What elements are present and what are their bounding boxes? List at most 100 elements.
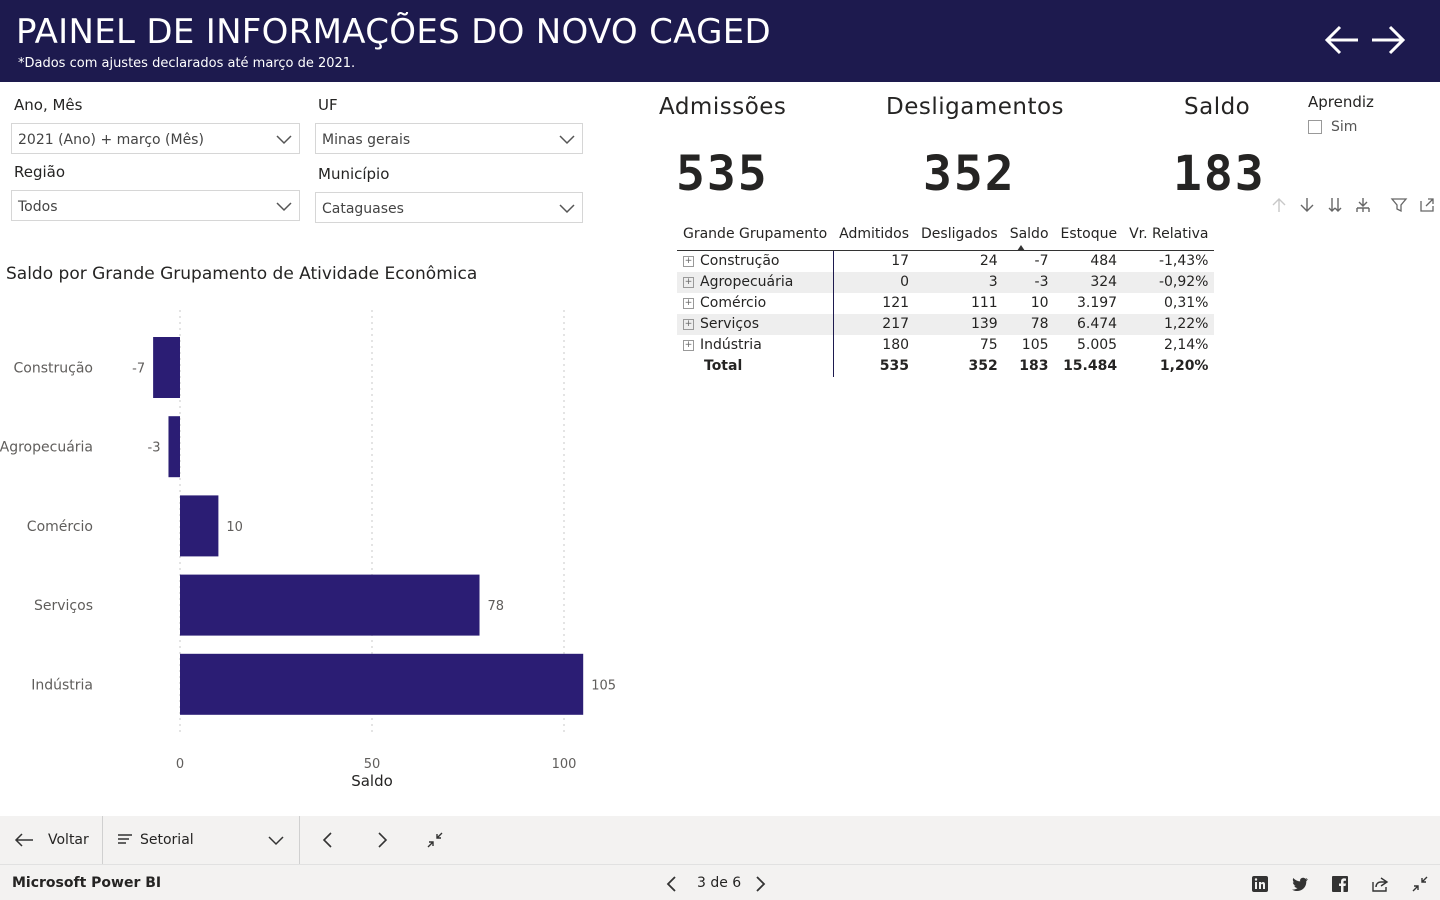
data-label: -3: [148, 441, 161, 456]
bar[interactable]: [180, 653, 584, 715]
municipio-dropdown[interactable]: Cataguases: [315, 192, 583, 223]
slicer-label-municipio: Município: [318, 165, 390, 183]
report-subtitle: *Dados com ajustes declarados até março …: [18, 56, 356, 71]
ano-mes-dropdown[interactable]: 2021 (Ano) + março (Mês): [11, 123, 300, 154]
back-button[interactable]: Voltar: [0, 816, 102, 864]
back-button-label: Voltar: [48, 832, 89, 848]
report-header: PAINEL DE INFORMAÇÕES DO NOVO CAGED *Dad…: [0, 0, 1440, 82]
kpi-value-admissoes: 535: [676, 146, 769, 202]
exit-fullscreen-icon[interactable]: [1410, 874, 1430, 894]
row-header[interactable]: + Serviços: [677, 313, 834, 335]
double-arrow-down-icon[interactable]: [1326, 196, 1344, 214]
expand-plus-icon[interactable]: +: [683, 339, 694, 351]
aprendiz-sim-label[interactable]: Sim: [1331, 119, 1358, 135]
kpi-label-desligamentos: Desligamentos: [886, 94, 1065, 120]
uf-dropdown[interactable]: Minas gerais: [315, 123, 583, 154]
regiao-dropdown[interactable]: Todos: [11, 190, 300, 221]
table-total-row: Total 535 352 183 15.484 1,20%: [677, 355, 1214, 377]
expand-hierarchy-icon[interactable]: [1354, 196, 1372, 214]
linkedin-icon[interactable]: [1250, 874, 1270, 894]
row-header[interactable]: + Agropecuária: [677, 271, 834, 293]
row-label: Indústria: [700, 337, 762, 353]
page-selector-dropdown[interactable]: Setorial: [103, 816, 299, 864]
bar[interactable]: [168, 416, 180, 478]
cell: 183: [1019, 358, 1049, 374]
bar[interactable]: [153, 337, 180, 398]
cell: 535: [879, 358, 910, 374]
row-header[interactable]: + Construção: [677, 250, 834, 272]
cell: 24: [979, 253, 998, 270]
col-header-vr-relativa[interactable]: Vr. Relativa: [1123, 222, 1215, 251]
arrow-right-icon[interactable]: [1368, 22, 1408, 58]
sort-ascending-icon: [1017, 245, 1026, 251]
slicer-label-ano-mes: Ano, Mês: [14, 96, 83, 114]
cell: 0,31%: [1163, 295, 1209, 311]
cell: 105: [1021, 337, 1049, 353]
bar[interactable]: [180, 574, 480, 636]
list-icon: [118, 834, 132, 844]
cell: 484: [1090, 253, 1118, 270]
focus-mode-icon[interactable]: [1418, 196, 1436, 214]
bar[interactable]: [180, 495, 219, 557]
powerbi-footer: Microsoft Power BI 3 de 6: [0, 864, 1440, 900]
category-label: Serviços: [34, 598, 93, 614]
cell: 1,20%: [1159, 358, 1209, 374]
expand-plus-icon[interactable]: +: [683, 276, 694, 288]
twitter-icon[interactable]: [1290, 874, 1310, 894]
page-indicator: 3 de 6: [697, 875, 742, 891]
expand-plus-icon[interactable]: +: [683, 318, 694, 330]
cell: 17: [891, 253, 910, 270]
filter-icon[interactable]: [1390, 196, 1408, 214]
chevron-left-icon[interactable]: [318, 830, 338, 850]
municipio-value: Cataguases: [322, 201, 404, 217]
chevron-down-icon: [268, 836, 284, 846]
expand-plus-icon[interactable]: +: [683, 297, 694, 309]
chevron-down-icon: [276, 135, 292, 145]
slicer-label-uf: UF: [318, 96, 338, 114]
category-label: Construção: [14, 361, 93, 377]
col-header-saldo[interactable]: Saldo: [1003, 222, 1055, 251]
chart-title: Saldo por Grande Grupamento de Atividade…: [6, 264, 478, 284]
cell: 5.005: [1077, 337, 1118, 353]
arrow-left-icon: [14, 833, 33, 847]
col-header-admitidos[interactable]: Admitidos: [833, 222, 916, 251]
collapse-icon[interactable]: [425, 830, 445, 850]
cell: 6.474: [1054, 313, 1124, 335]
uf-value: Minas gerais: [322, 132, 411, 148]
arrow-up-icon[interactable]: [1270, 196, 1288, 214]
facebook-icon[interactable]: [1330, 874, 1350, 894]
kpi-value-saldo: 183: [1173, 146, 1266, 202]
row-header[interactable]: + Comércio: [677, 292, 834, 314]
row-header[interactable]: + Indústria: [677, 334, 834, 356]
chevron-right-icon[interactable]: [372, 830, 392, 850]
aprendiz-sim-checkbox[interactable]: [1308, 120, 1322, 134]
ano-mes-value: 2021 (Ano) + março (Mês): [18, 132, 204, 148]
col-header-estoque[interactable]: Estoque: [1054, 222, 1124, 251]
table-row: + Serviços 217 139 78 6.474 1,22%: [677, 313, 1215, 335]
category-label: Indústria: [31, 677, 93, 693]
row-label: Serviços: [700, 316, 759, 332]
arrow-down-icon[interactable]: [1298, 196, 1316, 214]
total-label: Total: [677, 355, 834, 377]
cell: 2,14%: [1163, 337, 1209, 353]
col-header-desligados[interactable]: Desligados: [915, 222, 1004, 251]
cell: 139: [915, 313, 1004, 335]
x-tick-label: 50: [364, 757, 381, 772]
data-label: 10: [226, 520, 243, 535]
divider: [102, 816, 103, 864]
col-header-saldo-label: Saldo: [1009, 226, 1049, 242]
row-label: Construção: [700, 253, 780, 270]
cell: 78: [1003, 313, 1055, 335]
previous-page-icon[interactable]: [662, 874, 682, 894]
data-label: 105: [591, 678, 616, 693]
powerbi-brand[interactable]: Microsoft Power BI: [12, 875, 162, 891]
share-icon[interactable]: [1370, 874, 1390, 894]
next-page-icon[interactable]: [750, 874, 770, 894]
expand-plus-icon[interactable]: +: [683, 255, 694, 267]
cell: 1,22%: [1123, 313, 1215, 335]
cell: -7: [1034, 253, 1049, 270]
arrow-left-icon[interactable]: [1322, 22, 1362, 58]
cell: -3: [1003, 271, 1055, 293]
col-header-grande-grupamento[interactable]: Grande Grupamento: [677, 222, 834, 251]
cell: 121: [882, 295, 910, 311]
